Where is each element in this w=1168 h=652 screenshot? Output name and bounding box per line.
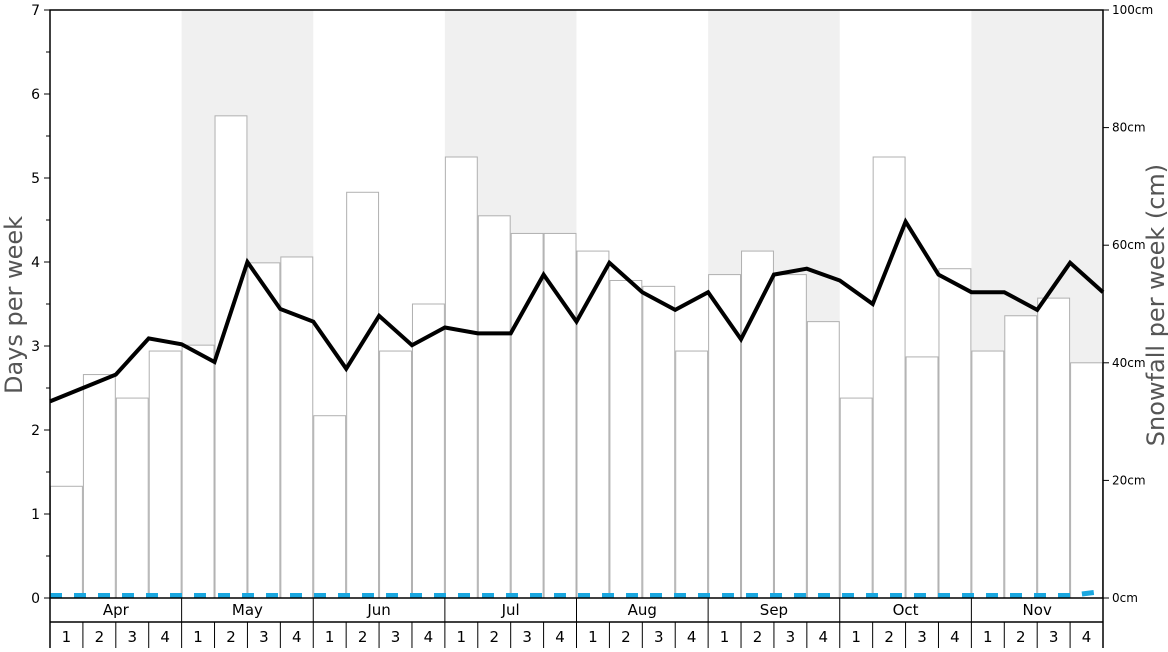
week-label: 2 (358, 628, 368, 646)
week-label: 3 (917, 628, 927, 646)
month-label-sep: Sep (760, 601, 788, 619)
snowfall-bars-layer (50, 115, 1103, 599)
y-left-tick-label: 0 (31, 591, 40, 607)
week-label: 3 (391, 628, 401, 646)
week-label: 4 (555, 628, 565, 646)
snowfall-bar (675, 350, 709, 599)
month-label-nov: Nov (1023, 601, 1052, 619)
week-label: 3 (259, 628, 269, 646)
snowfall-bar (872, 156, 906, 599)
snowfall-bar (280, 256, 314, 599)
week-label: 2 (621, 628, 631, 646)
snowfall-bar (938, 268, 972, 599)
snowfall-bar (50, 485, 83, 599)
snowfall-bar (247, 262, 281, 599)
week-label: 1 (851, 628, 861, 646)
snowfall-bar (839, 397, 873, 599)
week-label: 3 (127, 628, 137, 646)
week-label: 2 (1016, 628, 1026, 646)
snowfall-bar (543, 232, 577, 599)
snowfall-bar (905, 356, 939, 599)
snowfall-bar (411, 303, 445, 599)
snowfall-bar (609, 279, 643, 599)
week-label: 4 (1082, 628, 1092, 646)
month-label-oct: Oct (893, 601, 919, 619)
week-label: 4 (424, 628, 434, 646)
week-label: 1 (62, 628, 72, 646)
snowfall-bar (115, 397, 149, 599)
axis-labels-layer: Days per week Snowfall per week (cm) (0, 164, 1168, 446)
week-label: 3 (654, 628, 664, 646)
snowfall-bar (379, 350, 412, 599)
snowfall-bar (708, 274, 742, 599)
y-left-tick-label: 7 (31, 3, 40, 19)
snowfall-bar (773, 274, 807, 599)
snowfall-bar (214, 115, 248, 599)
snowfall-bar (1037, 297, 1071, 599)
days-series-line (49, 217, 1105, 404)
snowfall-bar (477, 215, 511, 599)
week-label: 2 (884, 628, 894, 646)
week-label: 1 (588, 628, 598, 646)
y-left-tick-label: 3 (31, 339, 40, 355)
week-label: 2 (753, 628, 763, 646)
week-label: 1 (193, 628, 203, 646)
snowfall-bar (444, 156, 478, 599)
week-label: 4 (687, 628, 697, 646)
month-label-aug: Aug (628, 601, 657, 619)
y-axis-left-title: Days per week (0, 216, 28, 394)
y-left-tick-label: 5 (31, 171, 40, 187)
y-left-tick-label: 2 (31, 423, 40, 439)
y-right-tick-label: 40cm (1112, 356, 1146, 370)
y-right-tick-label: 0cm (1112, 591, 1138, 605)
y-left-tick-label: 4 (31, 255, 40, 271)
week-label: 3 (522, 628, 532, 646)
snowfall-bar (181, 344, 215, 599)
month-label-may: May (232, 601, 263, 619)
week-label: 2 (489, 628, 499, 646)
y-left-tick-label: 6 (31, 87, 40, 103)
lines-layer (49, 217, 1105, 598)
snowfall-bar (82, 374, 116, 599)
week-label: 4 (292, 628, 302, 646)
month-label-apr: Apr (103, 601, 130, 619)
snowfall-bar (1004, 315, 1038, 599)
y-left-tick-label: 1 (31, 507, 40, 523)
week-label: 2 (226, 628, 236, 646)
y-right-tick-label: 20cm (1112, 473, 1146, 487)
axes-layer: 0 1 2 3 4 5 6 7 0cm 20cm 40cm 60cm 80cm 100cm Apr May Ju… (31, 3, 1153, 648)
week-label: 3 (786, 628, 796, 646)
week-label: 1 (983, 628, 993, 646)
month-label-jun: Jun (366, 601, 390, 619)
week-label: 4 (160, 628, 170, 646)
snowfall-bar (642, 285, 676, 599)
week-label: 2 (95, 628, 105, 646)
week-label: 1 (325, 628, 335, 646)
snowfall-bar (576, 250, 610, 599)
month-label-jul: Jul (501, 601, 520, 619)
week-label: 4 (819, 628, 829, 646)
snowfall-bar (971, 350, 1005, 599)
y-right-tick-label: 60cm (1112, 238, 1146, 252)
week-label: 1 (720, 628, 730, 646)
dashed-series-line (50, 588, 1104, 598)
week-label: 4 (950, 628, 960, 646)
y-right-tick-label: 80cm (1112, 121, 1146, 135)
week-label: 1 (457, 628, 467, 646)
y-axis-right-title: Snowfall per week (cm) (1142, 164, 1168, 446)
snowfall-bar (346, 191, 380, 599)
y-right-tick-label: 100cm (1112, 3, 1153, 17)
snowfall-bar (148, 350, 182, 599)
snowfall-bar (1070, 362, 1103, 599)
snowfall-bar (806, 321, 840, 599)
week-label: 3 (1049, 628, 1059, 646)
snowfall-bar (313, 415, 347, 599)
